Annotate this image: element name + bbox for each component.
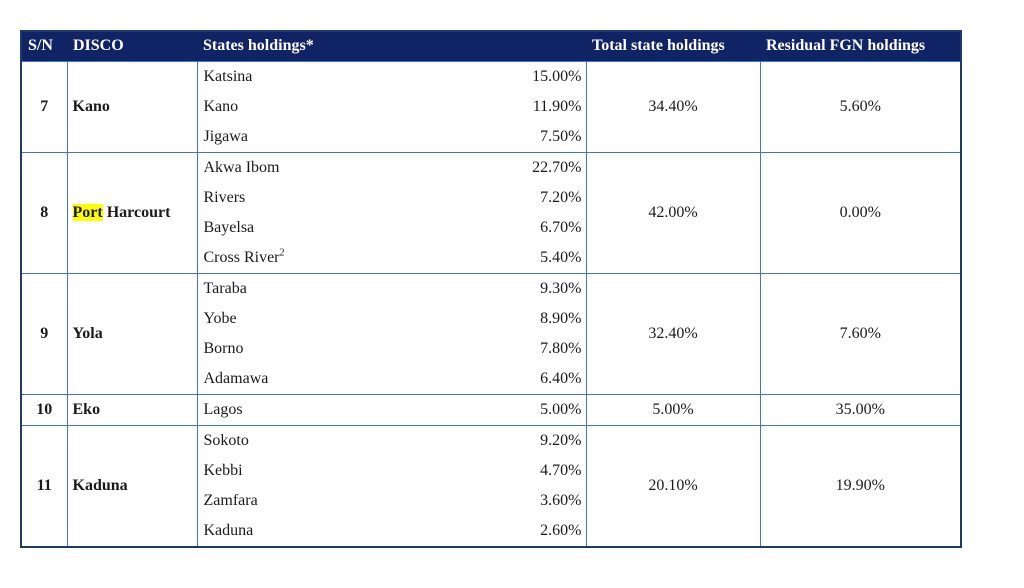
sn-cell: 9 (20, 272, 68, 395)
state-name: Jigawa (203, 127, 248, 145)
state-percentage: 22.70% (532, 158, 582, 176)
residual-fgn-holdings-cell: 35.00% (759, 393, 962, 426)
state-name: Cross River (203, 248, 280, 266)
state-percentage: 15.00% (532, 67, 582, 85)
state-line: Yobe 8.90% (204, 304, 582, 334)
state-name: Yobe (203, 309, 237, 327)
state-line: Taraba 9.30% (204, 274, 582, 304)
residual-fgn-holdings-cell: 7.60% (759, 272, 962, 395)
disco-cell: Yola (66, 272, 198, 395)
state-name: Zamfara (203, 491, 258, 509)
table-row-kano: 7 Kano Katsina 15.00% Kano 11.90% Jigawa… (20, 60, 962, 153)
disco-cell: Eko (66, 393, 198, 426)
state-name: Kebbi (203, 461, 243, 479)
header-row: S/N DISCO States holdings* Total state h… (21, 31, 961, 61)
state-name: Lagos (203, 400, 243, 418)
state-line: Borno 7.80% (204, 334, 582, 364)
state-percentage: 3.60% (540, 491, 582, 509)
state-line: Sokoto 9.20% (204, 426, 582, 456)
states-cell: Taraba 9.30% Yobe 8.90% Borno 7.80% Adam… (196, 272, 587, 395)
total-state-holdings-cell: 42.00% (585, 151, 761, 274)
disco-label: Kano (72, 97, 110, 115)
state-percentage: 6.70% (540, 218, 582, 236)
state-percentage: 5.00% (540, 400, 582, 418)
state-percentage: 2.60% (540, 521, 582, 539)
state-name: Katsina (203, 67, 253, 85)
states-cell: Katsina 15.00% Kano 11.90% Jigawa 7.50% (196, 60, 587, 153)
table-row-port-harcourt: 8 Port Harcourt Akwa Ibom 22.70% Rivers … (20, 151, 962, 274)
total-state-holdings-cell: 5.00% (585, 393, 761, 426)
state-name: Adamawa (203, 369, 269, 387)
total-state-holdings-cell: 32.40% (585, 272, 761, 395)
state-line: Kebbi 4.70% (204, 456, 582, 486)
sn-cell: 11 (20, 424, 68, 547)
header-states-holdings: States holdings* (197, 31, 586, 61)
header-total-state-holdings: Total state holdings (586, 31, 760, 61)
state-percentage: 9.20% (540, 431, 582, 449)
total-state-holdings-cell: 34.40% (585, 60, 761, 153)
disco-cell: Port Harcourt (66, 151, 198, 274)
state-line: Katsina 15.00% (204, 62, 582, 92)
disco-cell: Kano (66, 60, 198, 153)
state-line: Rivers 7.20% (204, 183, 582, 213)
state-name: Kaduna (203, 521, 254, 539)
state-percentage: 8.90% (540, 309, 582, 327)
sn-cell: 8 (20, 151, 68, 274)
header-residual-fgn-holdings: Residual FGN holdings (760, 31, 961, 61)
sn-cell: 10 (20, 393, 68, 426)
state-line: Bayelsa 6.70% (204, 213, 582, 243)
state-line: Akwa Ibom 22.70% (204, 153, 582, 183)
state-line: Kano 11.90% (204, 92, 582, 122)
state-name: Borno (203, 339, 244, 357)
state-percentage: 5.40% (540, 248, 582, 266)
header-disco: DISCO (67, 31, 197, 61)
state-name: Kano (203, 97, 239, 115)
sn-cell: 7 (20, 60, 68, 153)
state-percentage: 7.20% (540, 188, 582, 206)
state-name: Akwa Ibom (203, 158, 280, 176)
state-percentage: 11.90% (532, 97, 582, 115)
header-sn: S/N (21, 31, 67, 61)
state-line: Kaduna 2.60% (204, 516, 582, 546)
total-state-holdings-cell: 20.10% (585, 424, 761, 547)
disco-cell: Kaduna (66, 424, 198, 547)
state-percentage: 9.30% (540, 279, 582, 297)
disco-label: Yola (72, 324, 103, 342)
disco-label: Eko (72, 400, 101, 418)
state-line: Jigawa 7.50% (204, 122, 582, 152)
table-row-kaduna: 11 Kaduna Sokoto 9.20% Kebbi 4.70% Zamfa… (20, 424, 962, 547)
state-line: Cross River2 5.40% (204, 243, 582, 273)
disco-holdings-table: S/N DISCO States holdings* Total state h… (20, 30, 962, 548)
states-cell: Sokoto 9.20% Kebbi 4.70% Zamfara 3.60% K… (196, 424, 587, 547)
state-name: Rivers (203, 188, 246, 206)
state-line: Adamawa 6.40% (204, 364, 582, 394)
state-name: Bayelsa (203, 218, 255, 236)
residual-fgn-holdings-cell: 0.00% (759, 151, 962, 274)
state-line: Lagos 5.00% (204, 395, 582, 425)
state-percentage: 7.50% (540, 127, 582, 145)
state-name: Sokoto (203, 431, 249, 449)
disco-label: Harcourt (102, 203, 171, 221)
table-row-eko: 10 Eko Lagos 5.00% 5.00% 35.00% (20, 393, 962, 426)
table-row-yola: 9 Yola Taraba 9.30% Yobe 8.90% Borno 7.8… (20, 272, 962, 395)
state-name: Taraba (203, 279, 247, 297)
states-cell: Akwa Ibom 22.70% Rivers 7.20% Bayelsa 6.… (196, 151, 587, 274)
state-line: Zamfara 3.60% (204, 486, 582, 516)
state-percentage: 4.70% (540, 461, 582, 479)
residual-fgn-holdings-cell: 19.90% (759, 424, 962, 547)
states-cell: Lagos 5.00% (196, 393, 587, 426)
residual-fgn-holdings-cell: 5.60% (759, 60, 962, 153)
footnote-superscript: 2 (279, 247, 285, 259)
disco-label: Kaduna (72, 476, 128, 494)
state-percentage: 7.80% (540, 339, 582, 357)
state-percentage: 6.40% (540, 369, 582, 387)
highlight-span: Port (72, 203, 103, 221)
